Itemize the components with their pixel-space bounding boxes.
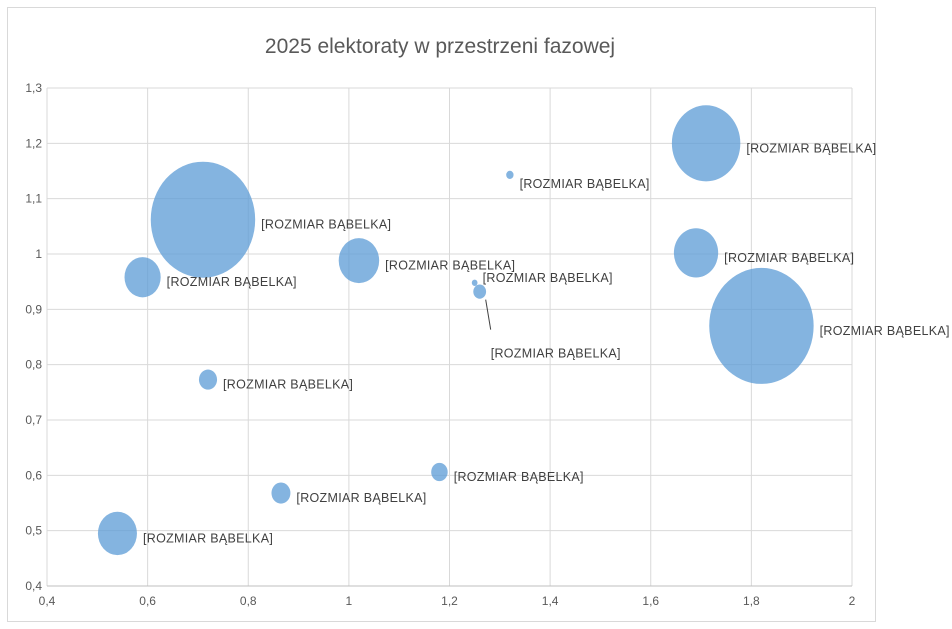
bubble xyxy=(673,228,719,278)
bubble xyxy=(97,511,137,556)
bubble xyxy=(506,170,514,179)
bubble xyxy=(471,279,478,286)
data-label: [ROZMIAR BĄBELKA] xyxy=(483,271,613,285)
bubble xyxy=(198,369,218,390)
data-label: [ROZMIAR BĄBELKA] xyxy=(724,251,854,265)
bubbles xyxy=(97,105,814,556)
chart-title: 2025 elektoraty w przestrzeni fazowej xyxy=(265,35,615,58)
y-tick-label: 0,8 xyxy=(25,358,42,372)
x-tick-label: 0,6 xyxy=(139,594,156,608)
data-label: [ROZMIAR BĄBELKA] xyxy=(261,218,391,232)
data-label: [ROZMIAR BĄBELKA] xyxy=(491,347,621,361)
data-label: [ROZMIAR BĄBELKA] xyxy=(454,470,584,484)
x-tick-label: 0,8 xyxy=(240,594,257,608)
data-label: [ROZMIAR BĄBELKA] xyxy=(820,324,950,338)
x-tick-label: 1,6 xyxy=(642,594,659,608)
data-label: [ROZMIAR BĄBELKA] xyxy=(223,378,353,392)
y-tick-label: 1 xyxy=(35,247,42,261)
data-label: [ROZMIAR BĄBELKA] xyxy=(143,531,273,545)
bubble xyxy=(671,105,741,182)
y-tick-label: 0,4 xyxy=(25,579,42,593)
data-label: [ROZMIAR BĄBELKA] xyxy=(385,259,515,273)
bubble xyxy=(150,161,256,278)
x-tick-label: 1,4 xyxy=(542,594,559,608)
bubble xyxy=(124,257,161,298)
bubble xyxy=(271,482,291,504)
leader-lines xyxy=(485,299,492,330)
x-tick-label: 1,8 xyxy=(743,594,760,608)
y-tick-label: 0,7 xyxy=(25,413,42,427)
data-labels: [ROZMIAR BĄBELKA][ROZMIAR BĄBELKA][ROZMI… xyxy=(143,141,950,545)
bubble xyxy=(431,462,448,482)
x-tick-label: 1,2 xyxy=(441,594,458,608)
y-tick-label: 0,5 xyxy=(25,524,42,538)
bubble xyxy=(338,238,380,284)
data-label: [ROZMIAR BĄBELKA] xyxy=(520,177,650,191)
y-tick-label: 1,1 xyxy=(25,192,42,206)
y-tick-label: 1,2 xyxy=(25,136,42,150)
x-tick-label: 1 xyxy=(346,594,353,608)
leader-line xyxy=(485,299,492,330)
bubble xyxy=(473,284,487,299)
x-tick-label: 2 xyxy=(849,594,856,608)
axes: 0,4 0,6 0,8 1 1,2 1,4 1,6 1,8 2 0,4 0,5 0,6 0,7 0,8 0,… xyxy=(25,81,855,608)
data-label: [ROZMIAR BĄBELKA] xyxy=(167,275,297,289)
y-tick-label: 0,6 xyxy=(25,468,42,482)
bubble xyxy=(709,267,814,384)
data-label: [ROZMIAR BĄBELKA] xyxy=(746,141,876,155)
x-tick-label: 0,4 xyxy=(39,594,56,608)
y-tick-label: 1,3 xyxy=(25,81,42,95)
y-tick-label: 0,9 xyxy=(25,302,42,316)
data-label: [ROZMIAR BĄBELKA] xyxy=(296,491,426,505)
